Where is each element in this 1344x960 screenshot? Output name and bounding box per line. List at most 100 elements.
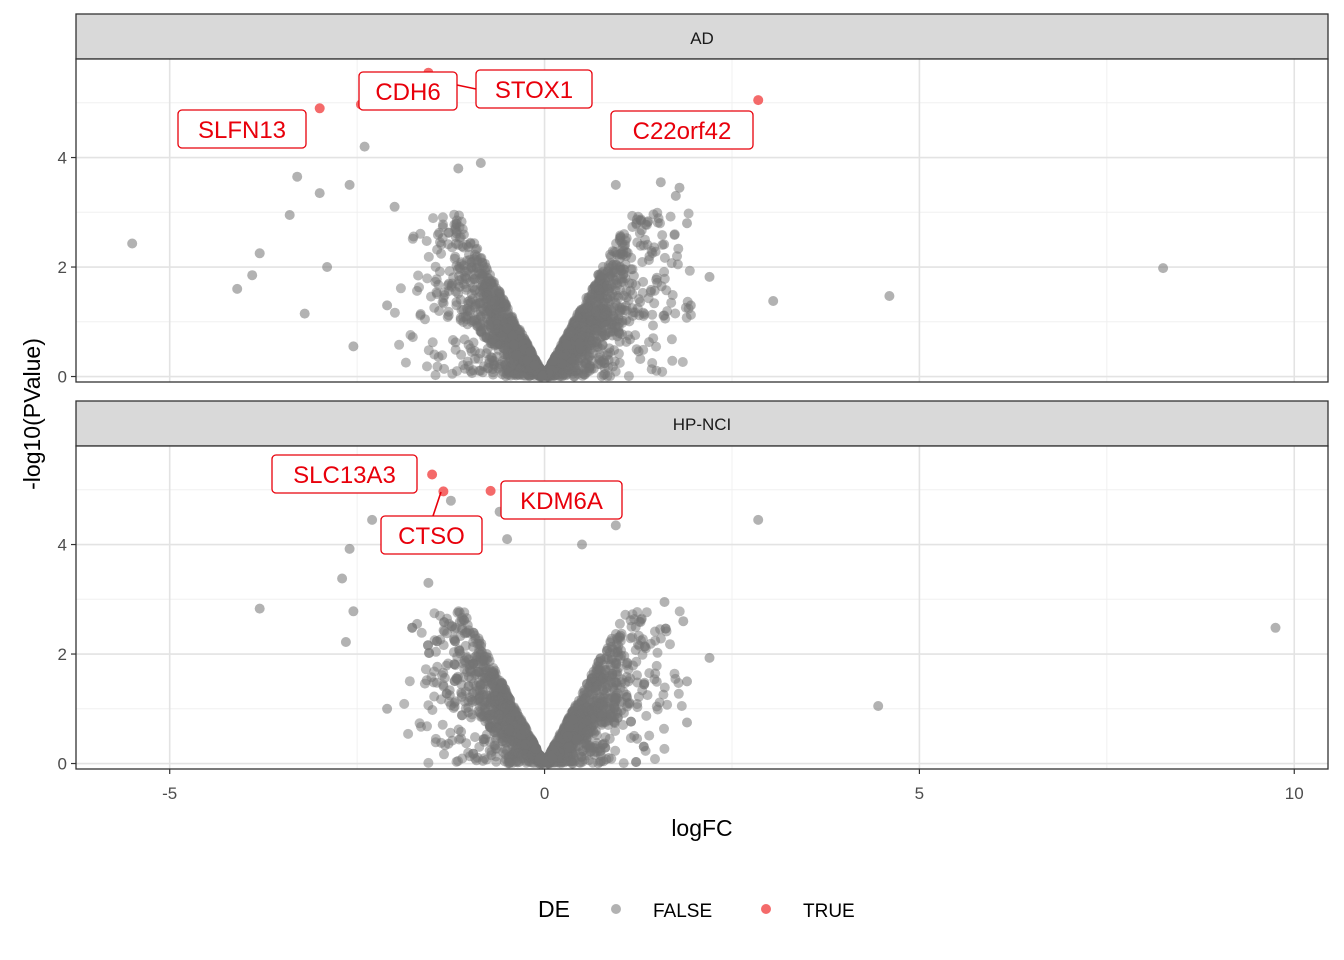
point-false — [603, 680, 614, 691]
point-false — [547, 753, 558, 763]
point-false — [513, 748, 524, 759]
point-false — [582, 679, 592, 689]
point-false-outlier — [682, 717, 692, 728]
point-false — [651, 660, 662, 671]
point-false — [432, 636, 442, 647]
y-tick-label: 4 — [58, 536, 67, 555]
point-false — [485, 295, 496, 306]
point-false — [420, 664, 431, 675]
point-false — [457, 710, 467, 721]
point-false — [609, 703, 620, 713]
point-false-outlier — [659, 597, 670, 607]
point-false — [673, 243, 684, 254]
point-false — [610, 745, 621, 756]
point-false — [626, 716, 636, 727]
points-true-hp-nci — [427, 469, 496, 497]
point-false-outlier — [247, 270, 258, 281]
point-false — [643, 255, 654, 265]
point-false — [422, 273, 433, 284]
point-false — [625, 285, 636, 296]
point-false — [443, 227, 454, 238]
point-false — [673, 688, 684, 699]
y-tick-label: 2 — [58, 258, 67, 277]
point-false — [620, 259, 631, 270]
point-false-outlier — [389, 201, 400, 212]
point-false — [646, 246, 657, 256]
gene-label-slfn13: SLFN13 — [198, 117, 286, 144]
gridlines-ad — [76, 59, 1328, 382]
point-false — [631, 656, 642, 667]
strip-hp-nci — [75, 400, 1329, 447]
point-false — [633, 630, 644, 641]
point-false — [614, 357, 625, 368]
point-false — [519, 725, 530, 736]
point-false-outlier — [344, 179, 355, 190]
point-false — [610, 726, 621, 736]
legend: DE FALSE TRUE — [538, 896, 855, 922]
point-false — [650, 754, 660, 764]
point-false — [638, 741, 649, 752]
panel-hp-nci: HP-NCI — [75, 400, 1329, 770]
point-false — [621, 692, 632, 703]
point-false — [635, 354, 646, 364]
point-false — [522, 355, 533, 366]
point-false — [609, 345, 620, 356]
point-false — [507, 330, 518, 341]
point-false — [443, 306, 454, 317]
y-tick-label: 2 — [58, 645, 67, 664]
point-false — [581, 715, 592, 726]
point-false — [640, 641, 650, 652]
point-false — [587, 355, 598, 366]
point-false — [491, 756, 502, 767]
gene-label-box — [271, 454, 418, 494]
x-tick-label: 10 — [1285, 784, 1304, 803]
point-false — [449, 659, 460, 670]
legend-label-false: FALSE — [653, 901, 712, 922]
point-false — [454, 645, 465, 656]
point-false — [449, 209, 460, 220]
point-false — [423, 640, 433, 651]
point-false-outlier — [682, 676, 692, 687]
gene-label-kdm6a: KDM6A — [520, 488, 603, 515]
point-false — [429, 302, 440, 313]
point-false — [415, 309, 426, 319]
legend-label-true: TRUE — [803, 901, 855, 922]
point-false — [439, 672, 450, 683]
point-false — [500, 702, 511, 713]
point-false-outlier — [873, 701, 884, 711]
point-false — [454, 607, 465, 618]
point-false — [460, 270, 470, 281]
point-false — [484, 319, 494, 330]
point-false — [430, 733, 441, 744]
gene-label-box — [475, 69, 593, 109]
point-false-outlier — [284, 210, 295, 220]
point-false — [575, 353, 586, 363]
point-false — [621, 315, 632, 326]
point-false — [643, 216, 654, 227]
point-false — [529, 360, 540, 371]
gene-labels: SLFN13 CDH6 STOX1 C22orf42 SLC13A3 CTSO KDM6A — [177, 69, 754, 555]
point-false — [666, 297, 677, 308]
point-false — [504, 713, 515, 724]
point-false — [437, 719, 448, 730]
point-false — [421, 236, 432, 246]
point-false — [485, 269, 495, 280]
point-false — [633, 211, 644, 222]
point-false — [651, 274, 662, 285]
point-false — [487, 678, 498, 689]
point-false — [573, 699, 584, 710]
point-false — [537, 371, 548, 382]
point-false-outlier — [682, 218, 692, 229]
point-false — [437, 212, 448, 223]
points-false-ad — [127, 141, 1169, 382]
point-false-outlier — [232, 283, 243, 294]
point-false — [615, 630, 626, 641]
point-false — [672, 251, 682, 262]
point-false-outlier — [322, 262, 333, 272]
panel-ad: AD — [75, 13, 1329, 383]
point-false — [614, 618, 625, 629]
point-false — [612, 644, 623, 655]
point-false — [646, 284, 657, 295]
point-false — [613, 311, 624, 322]
point-false-outlier — [337, 573, 348, 584]
